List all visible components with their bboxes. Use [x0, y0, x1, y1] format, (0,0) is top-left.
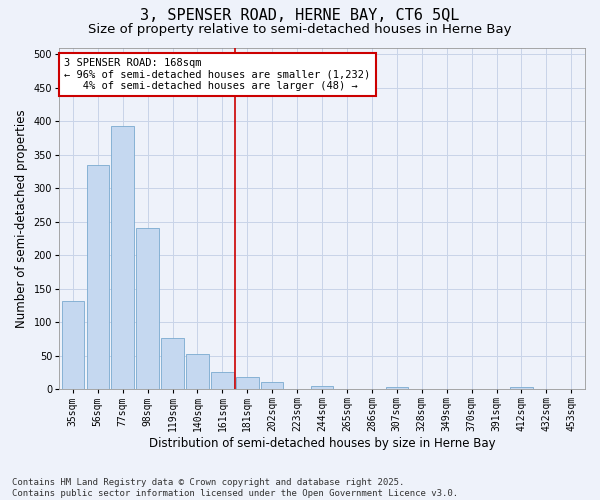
Y-axis label: Number of semi-detached properties: Number of semi-detached properties: [15, 109, 28, 328]
Bar: [311, 386, 333, 389]
Text: 3 SPENSER ROAD: 168sqm
← 96% of semi-detached houses are smaller (1,232)
   4% o: 3 SPENSER ROAD: 168sqm ← 96% of semi-det…: [64, 58, 371, 91]
Bar: [161, 338, 184, 389]
Bar: [186, 354, 209, 389]
X-axis label: Distribution of semi-detached houses by size in Herne Bay: Distribution of semi-detached houses by …: [149, 437, 496, 450]
Bar: [236, 376, 259, 389]
Bar: [86, 165, 109, 389]
Bar: [386, 386, 408, 389]
Bar: [136, 228, 159, 389]
Text: 3, SPENSER ROAD, HERNE BAY, CT6 5QL: 3, SPENSER ROAD, HERNE BAY, CT6 5QL: [140, 8, 460, 22]
Bar: [62, 302, 84, 389]
Bar: [510, 387, 533, 389]
Bar: [211, 372, 233, 389]
Text: Contains HM Land Registry data © Crown copyright and database right 2025.
Contai: Contains HM Land Registry data © Crown c…: [12, 478, 458, 498]
Bar: [112, 126, 134, 389]
Bar: [261, 382, 283, 389]
Text: Size of property relative to semi-detached houses in Herne Bay: Size of property relative to semi-detach…: [88, 22, 512, 36]
